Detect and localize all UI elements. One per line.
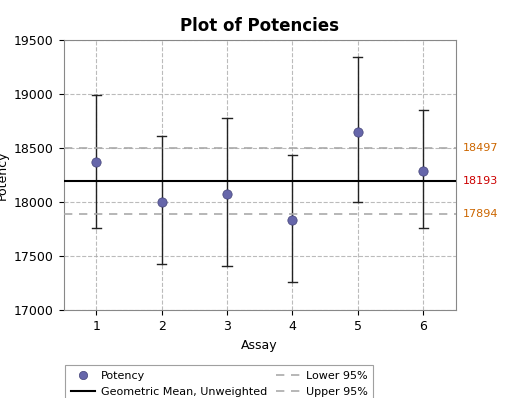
Text: 18497: 18497: [463, 143, 498, 153]
Point: [223, 191, 231, 197]
Title: Plot of Potencies: Plot of Potencies: [180, 18, 339, 35]
Point: [354, 129, 362, 135]
X-axis label: Assay: Assay: [241, 339, 278, 352]
Point: [419, 168, 427, 174]
Text: 18193: 18193: [463, 176, 498, 186]
Legend: Potency, Geometric Mean, Unweighted, Lower 95%, Upper 95%: Potency, Geometric Mean, Unweighted, Low…: [65, 365, 373, 398]
Point: [92, 159, 101, 165]
Y-axis label: Potency: Potency: [0, 150, 8, 200]
Text: 17894: 17894: [463, 209, 498, 219]
Point: [288, 217, 297, 223]
Point: [157, 199, 166, 205]
